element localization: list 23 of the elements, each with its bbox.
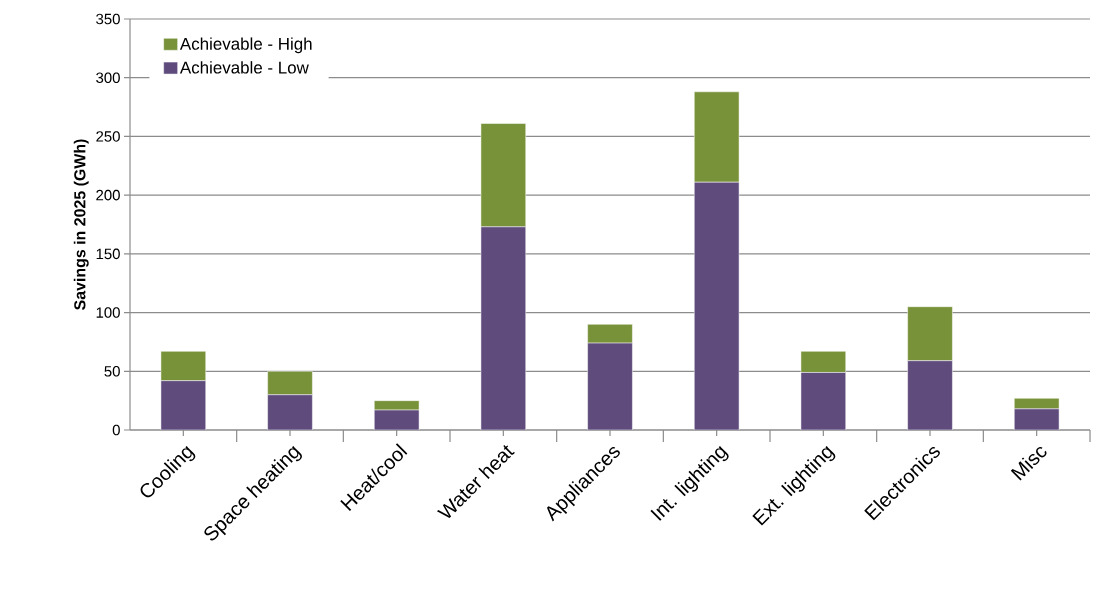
y-tick-label: 250	[96, 131, 120, 142]
y-tick-label: 100	[96, 307, 120, 318]
bar	[587, 342, 633, 430]
y-tick-label: 50	[104, 365, 120, 377]
bar	[907, 360, 953, 430]
bar	[907, 306, 953, 361]
y-tick-label: 150	[96, 248, 120, 260]
bar	[694, 181, 740, 430]
legend-label: Achievable - High	[179, 37, 312, 54]
y-tick-label: 200	[96, 189, 120, 201]
legend-label: Achievable - Low	[179, 61, 309, 74]
y-tick-label: 0	[112, 424, 120, 436]
bar	[160, 380, 206, 430]
bar	[374, 400, 420, 411]
y-tick-label: 350	[96, 13, 120, 25]
y-axis-title: Savings in 2025 (GWh)	[73, 139, 89, 310]
bar	[267, 371, 313, 396]
bar	[267, 394, 313, 430]
bar	[587, 324, 633, 344]
bar	[800, 372, 846, 430]
bar	[480, 226, 526, 430]
y-tick-label: 300	[96, 72, 120, 83]
bar	[800, 351, 846, 373]
